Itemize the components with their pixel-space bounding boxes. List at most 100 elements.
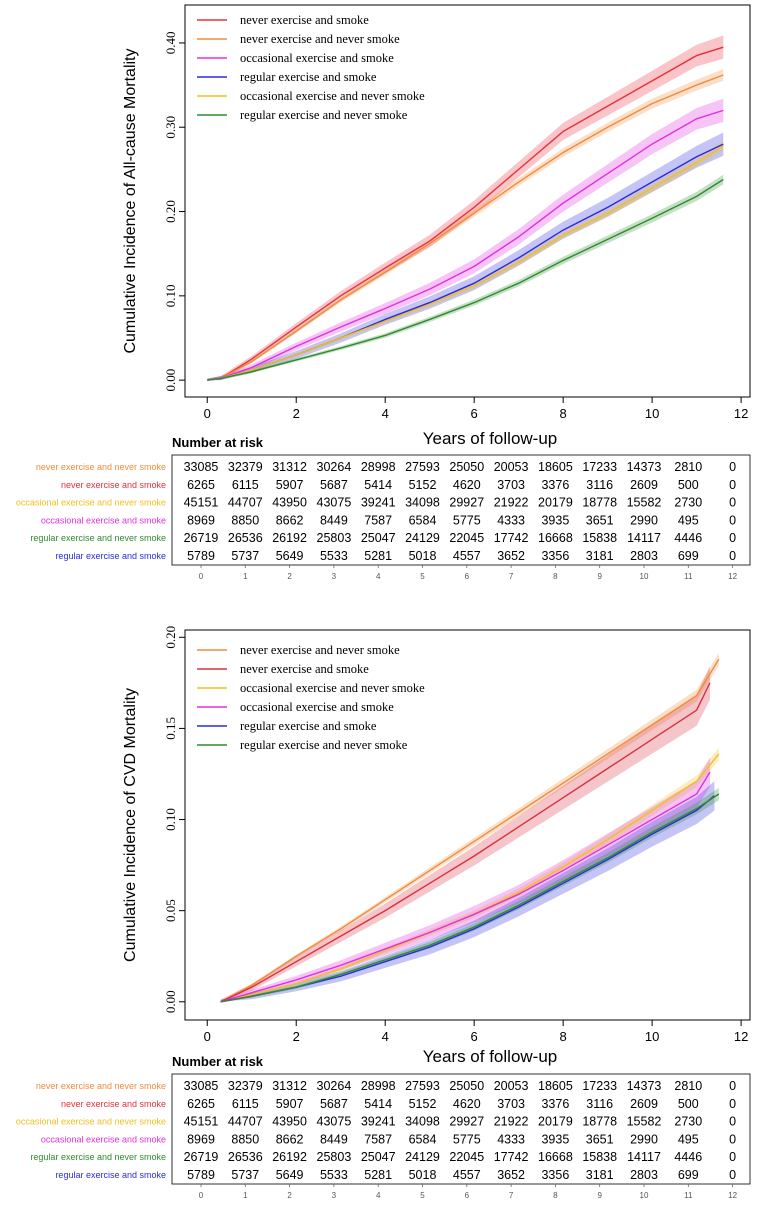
risk-count-cell: 2990: [630, 513, 658, 527]
series-line-never-exercise-and-smoke: [220, 682, 711, 1003]
risk-count-cell: 0: [729, 1115, 736, 1129]
risk-count-cell: 3651: [586, 513, 614, 527]
risk-count-cell: 0: [729, 513, 736, 527]
risk-count-cell: 14117: [627, 1150, 661, 1164]
risk-count-cell: 24129: [405, 1150, 440, 1164]
risk-count-cell: 32379: [228, 1079, 263, 1093]
risk-count-cell: 5533: [320, 1168, 348, 1182]
risk-count-cell: 17233: [582, 1079, 617, 1093]
risk-count-cell: 5687: [320, 1097, 348, 1111]
number-at-risk-title: Number at risk: [172, 435, 264, 450]
risk-count-cell: 17742: [494, 531, 529, 545]
risk-count-cell: 26192: [272, 1150, 307, 1164]
x-tick-label: 4: [382, 1029, 389, 1044]
risk-time-tick-label: 8: [553, 1191, 558, 1200]
risk-count-cell: 3181: [586, 549, 614, 563]
legend-label-occasional-exercise-and-never-smoke: occasional exercise and never smoke: [240, 681, 425, 695]
risk-count-cell: 15838: [582, 531, 617, 545]
risk-count-cell: 6584: [409, 513, 437, 527]
risk-count-cell: 3935: [541, 1132, 569, 1146]
risk-count-cell: 4333: [497, 513, 525, 527]
legend-label-occasional-exercise-and-smoke: occasional exercise and smoke: [240, 700, 394, 714]
risk-count-cell: 39241: [361, 496, 396, 510]
risk-count-cell: 2803: [630, 549, 658, 563]
risk-count-cell: 2810: [674, 460, 702, 474]
risk-count-cell: 15582: [627, 1115, 662, 1129]
number-at-risk-title: Number at risk: [172, 1054, 264, 1069]
risk-time-tick-label: 11: [684, 1191, 693, 1200]
risk-count-cell: 5018: [409, 1168, 437, 1182]
risk-count-cell: 2609: [630, 478, 658, 492]
x-tick-label: 8: [560, 1029, 567, 1044]
risk-count-cell: 8850: [231, 1132, 259, 1146]
x-tick-label: 10: [645, 406, 659, 421]
risk-time-tick-label: 5: [420, 1191, 425, 1200]
risk-count-cell: 0: [729, 1079, 736, 1093]
risk-count-cell: 26192: [272, 531, 307, 545]
x-tick-label: 0: [204, 1029, 211, 1044]
x-tick-label: 4: [382, 406, 389, 421]
series-line-never-exercise-and-never-smoke: [220, 658, 720, 1003]
risk-count-cell: 3116: [586, 1097, 613, 1111]
risk-row-label-occasional-exercise-and-never-smoke: occasional exercise and never smoke: [16, 498, 166, 508]
risk-count-cell: 500: [678, 1097, 699, 1111]
risk-time-tick-label: 6: [465, 572, 470, 581]
risk-count-cell: 18605: [538, 460, 573, 474]
risk-count-cell: 5789: [187, 549, 215, 563]
legend-label-never-exercise-and-smoke: never exercise and smoke: [240, 13, 369, 27]
risk-count-cell: 3703: [497, 1097, 525, 1111]
risk-count-cell: 34098: [405, 1115, 440, 1129]
risk-count-cell: 0: [729, 496, 736, 510]
risk-count-cell: 6265: [187, 478, 215, 492]
risk-count-cell: 0: [729, 478, 736, 492]
risk-row-label-regular-exercise-and-never-smoke: regular exercise and never smoke: [30, 533, 166, 543]
risk-count-cell: 43075: [317, 496, 352, 510]
risk-count-cell: 18778: [582, 1115, 617, 1129]
risk-count-cell: 7587: [364, 513, 392, 527]
risk-time-tick-label: 1: [243, 1191, 248, 1200]
risk-count-cell: 5775: [453, 1132, 481, 1146]
risk-count-cell: 33085: [184, 1079, 219, 1093]
risk-count-cell: 25047: [361, 531, 396, 545]
series-line-occasional-exercise-and-never-smoke: [207, 145, 724, 381]
x-tick-label: 2: [293, 406, 300, 421]
risk-count-cell: 27593: [405, 460, 440, 474]
risk-count-cell: 4446: [674, 1150, 702, 1164]
legend-label-regular-exercise-and-smoke: regular exercise and smoke: [240, 70, 377, 84]
risk-time-tick-label: 9: [597, 1191, 602, 1200]
risk-count-cell: 32379: [228, 460, 263, 474]
risk-count-cell: 4557: [453, 549, 481, 563]
x-tick-label: 6: [471, 1029, 478, 1044]
risk-row-label-regular-exercise-and-smoke: regular exercise and smoke: [55, 551, 166, 561]
risk-count-cell: 5152: [409, 1097, 437, 1111]
risk-count-cell: 5907: [276, 478, 304, 492]
risk-count-cell: 4446: [674, 531, 702, 545]
risk-count-cell: 0: [729, 549, 736, 563]
risk-count-cell: 16668: [538, 531, 573, 545]
x-axis-label: Years of follow-up: [423, 1047, 558, 1066]
risk-count-cell: 30264: [317, 1079, 352, 1093]
legend-label-regular-exercise-and-never-smoke: regular exercise and never smoke: [240, 738, 408, 752]
risk-row-label-never-exercise-and-never-smoke: never exercise and never smoke: [36, 462, 166, 472]
risk-count-cell: 4620: [453, 1097, 481, 1111]
risk-count-cell: 5775: [453, 513, 481, 527]
x-tick-label: 2: [293, 1029, 300, 1044]
y-tick-label: 0.00: [163, 369, 178, 392]
risk-count-cell: 3652: [497, 549, 525, 563]
risk-count-cell: 3376: [541, 1097, 569, 1111]
y-tick-label: 0.05: [163, 899, 178, 922]
risk-time-tick-label: 10: [640, 1191, 649, 1200]
risk-count-cell: 29927: [449, 496, 484, 510]
risk-row-label-occasional-exercise-and-smoke: occasional exercise and smoke: [41, 1134, 166, 1144]
risk-count-cell: 25050: [449, 1079, 484, 1093]
risk-count-cell: 2730: [674, 496, 702, 510]
series-line-occasional-exercise-and-smoke: [207, 109, 724, 381]
risk-time-tick-label: 2: [287, 1191, 292, 1200]
y-tick-label: 0.40: [163, 32, 178, 55]
risk-row-label-occasional-exercise-and-never-smoke: occasional exercise and never smoke: [16, 1117, 166, 1127]
risk-count-cell: 495: [678, 1132, 699, 1146]
risk-count-cell: 0: [729, 1132, 736, 1146]
risk-count-cell: 5152: [409, 478, 437, 492]
risk-count-cell: 495: [678, 513, 699, 527]
y-axis-label: Cumulative Incidence of CVD Mortality: [122, 688, 139, 962]
